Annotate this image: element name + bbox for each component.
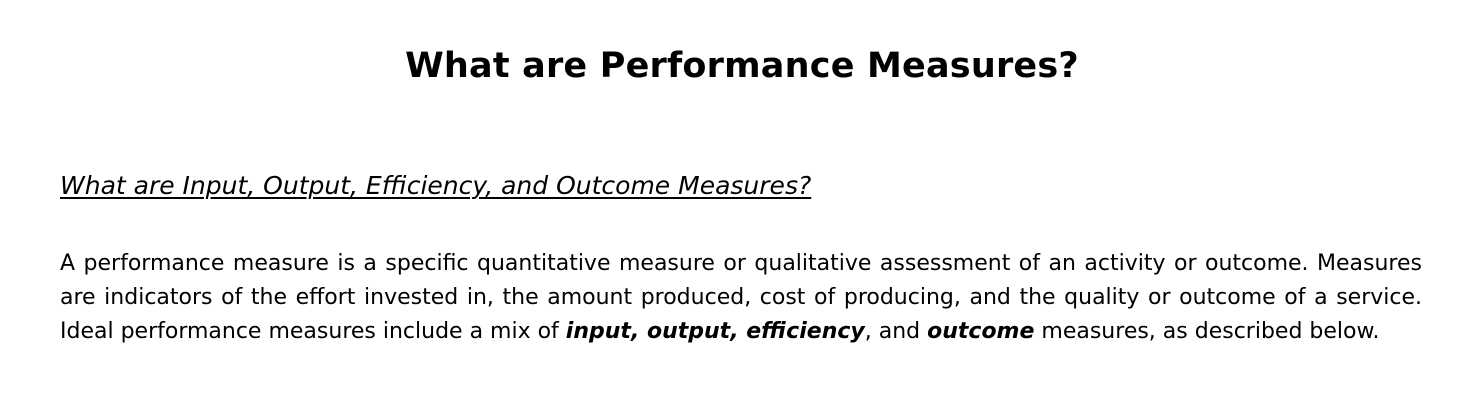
page-title: What are Performance Measures? xyxy=(405,46,1079,86)
paragraph-text: measures, as described below. xyxy=(1034,319,1380,344)
term-efficiency: efficiency xyxy=(746,319,865,344)
paragraph-text: A performance measure is a specific quan… xyxy=(60,251,1422,344)
term-outcome: outcome xyxy=(927,319,1035,344)
term-separator: , xyxy=(630,319,647,344)
term-output: output xyxy=(646,319,731,344)
body-paragraph: A performance measure is a specific quan… xyxy=(60,247,1422,349)
term-separator: , xyxy=(730,319,747,344)
term-separator: , and xyxy=(864,319,928,344)
section-heading: What are Input, Output, Efficiency, and … xyxy=(60,171,812,200)
term-input: input xyxy=(565,319,631,344)
